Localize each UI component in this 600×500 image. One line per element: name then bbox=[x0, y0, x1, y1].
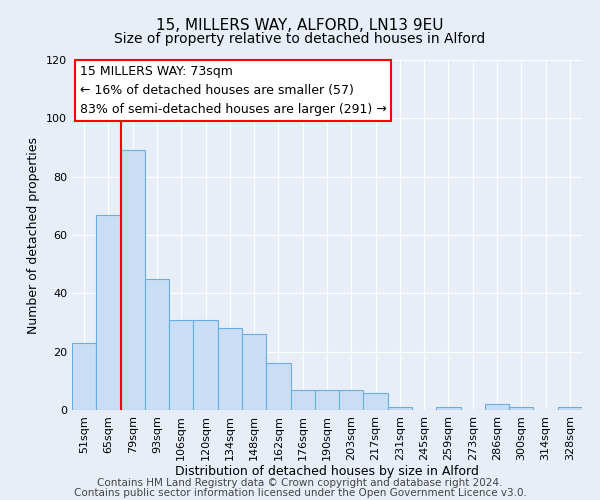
Bar bbox=[266, 364, 290, 410]
Bar bbox=[364, 392, 388, 410]
Text: Contains HM Land Registry data © Crown copyright and database right 2024.: Contains HM Land Registry data © Crown c… bbox=[97, 478, 503, 488]
X-axis label: Distribution of detached houses by size in Alford: Distribution of detached houses by size … bbox=[175, 466, 479, 478]
Bar bbox=[509, 407, 533, 410]
Bar bbox=[121, 150, 145, 410]
Text: Contains public sector information licensed under the Open Government Licence v3: Contains public sector information licen… bbox=[74, 488, 526, 498]
Bar bbox=[485, 404, 509, 410]
Bar bbox=[290, 390, 315, 410]
Bar bbox=[339, 390, 364, 410]
Text: 15, MILLERS WAY, ALFORD, LN13 9EU: 15, MILLERS WAY, ALFORD, LN13 9EU bbox=[156, 18, 444, 32]
Bar bbox=[315, 390, 339, 410]
Bar bbox=[242, 334, 266, 410]
Bar bbox=[388, 407, 412, 410]
Bar bbox=[558, 407, 582, 410]
Bar bbox=[96, 214, 121, 410]
Bar bbox=[169, 320, 193, 410]
Text: Size of property relative to detached houses in Alford: Size of property relative to detached ho… bbox=[115, 32, 485, 46]
Bar bbox=[436, 407, 461, 410]
Bar bbox=[193, 320, 218, 410]
Text: 15 MILLERS WAY: 73sqm
← 16% of detached houses are smaller (57)
83% of semi-deta: 15 MILLERS WAY: 73sqm ← 16% of detached … bbox=[80, 66, 386, 116]
Bar bbox=[145, 279, 169, 410]
Bar bbox=[72, 343, 96, 410]
Bar bbox=[218, 328, 242, 410]
Y-axis label: Number of detached properties: Number of detached properties bbox=[28, 136, 40, 334]
